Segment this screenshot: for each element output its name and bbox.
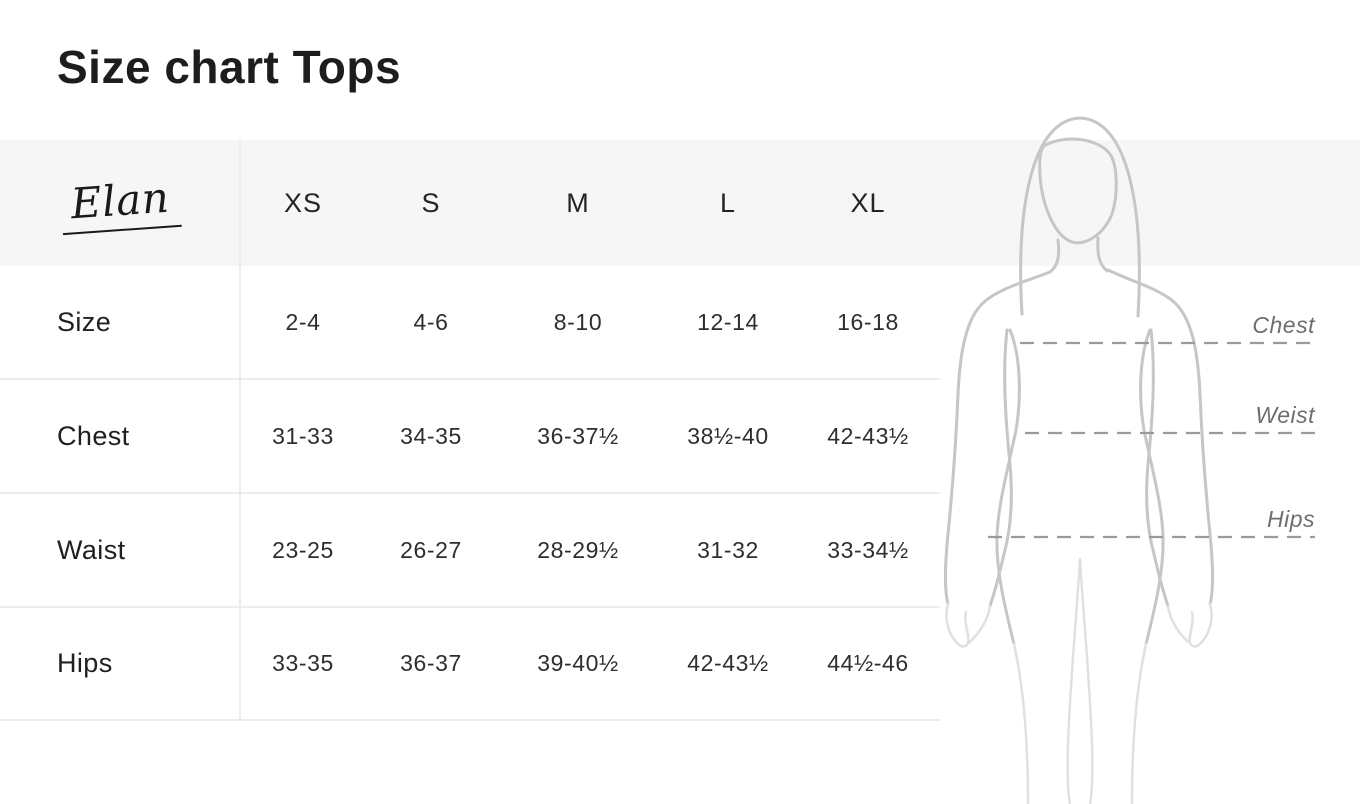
left-shoulder-arm-outline xyxy=(943,270,1052,606)
waist-measure-label: Weist xyxy=(1255,402,1315,428)
left-hand-outline xyxy=(945,602,992,648)
measurement-row-label: Waist xyxy=(57,534,126,565)
neck-outline xyxy=(1048,236,1109,274)
hips-value-xl: 44½-46 xyxy=(827,650,909,676)
measurement-row-label: Chest xyxy=(57,420,130,451)
chest-value-l: 38½-40 xyxy=(687,422,769,449)
inner-left-leg-outline xyxy=(1066,557,1082,804)
waist-value-s: 26-27 xyxy=(400,536,462,563)
waist-value-m: 28-29½ xyxy=(537,536,619,563)
inner-right-leg-outline xyxy=(1078,557,1094,804)
table-row-waist: Waist 23-25 26-27 28-29½ 31-32 33-34½ xyxy=(0,494,940,608)
waist-value-l: 31-32 xyxy=(697,536,759,563)
size-value-xl: 16-18 xyxy=(837,308,899,335)
size-header-s: S xyxy=(421,187,441,218)
hips-measure-label: Hips xyxy=(1266,506,1315,532)
hips-value-l: 42-43½ xyxy=(687,650,769,676)
brand-logo-text: Elan xyxy=(58,171,182,235)
size-table: Elan XS S M L XL Size 2-4 4-6 8-10 12-14… xyxy=(0,140,940,721)
measurement-row-label: Hips xyxy=(57,648,113,678)
chest-measure-label: Chest xyxy=(1252,312,1315,338)
table-row-chest: Chest 31-33 34-35 36-37½ 38½-40 42-43½ xyxy=(0,380,940,494)
page-title: Size chart Tops xyxy=(57,41,402,93)
size-header-xs: XS xyxy=(283,187,323,218)
right-shoulder-arm-outline xyxy=(1106,268,1215,606)
brand-logo: Elan xyxy=(0,140,240,266)
column-divider xyxy=(239,140,241,721)
female-body-outline-icon xyxy=(943,116,1315,804)
size-value-s: 4-6 xyxy=(413,308,449,335)
size-value-xs: 2-4 xyxy=(285,308,321,335)
size-header-m: M xyxy=(566,187,590,218)
left-torso-outline xyxy=(995,328,1021,646)
measurement-row-label: Size xyxy=(57,306,112,337)
chest-value-m: 36-37½ xyxy=(537,422,619,449)
face-outline xyxy=(1038,137,1118,245)
waist-value-xl: 33-34½ xyxy=(827,536,909,563)
table-header-row: Elan XS S M L XL xyxy=(0,140,940,266)
size-value-l: 12-14 xyxy=(697,308,759,335)
right-torso-outline xyxy=(1139,328,1165,646)
body-measurement-figure xyxy=(930,104,1330,804)
right-leg-outline xyxy=(1130,642,1148,804)
right-hand-outline xyxy=(1166,602,1213,648)
chest-value-xs: 31-33 xyxy=(272,422,334,449)
hips-value-m: 39-40½ xyxy=(537,650,619,676)
right-inner-arm-outline xyxy=(1145,328,1170,608)
left-leg-outline xyxy=(1012,642,1030,804)
size-header-xl: XL xyxy=(850,187,886,218)
waist-value-xs: 23-25 xyxy=(272,536,334,563)
hips-value-xs: 33-35 xyxy=(272,650,334,676)
table-row-size: Size 2-4 4-6 8-10 12-14 16-18 xyxy=(0,266,940,380)
chest-value-s: 34-35 xyxy=(400,422,462,449)
table-row-hips: Hips 33-35 36-37 39-40½ 42-43½ 44½-46 xyxy=(0,608,940,721)
size-header-l: L xyxy=(719,187,737,218)
chest-value-xl: 42-43½ xyxy=(827,422,909,449)
size-value-m: 8-10 xyxy=(553,308,603,335)
hips-value-s: 36-37 xyxy=(400,650,462,676)
hair-outline xyxy=(1019,116,1141,318)
